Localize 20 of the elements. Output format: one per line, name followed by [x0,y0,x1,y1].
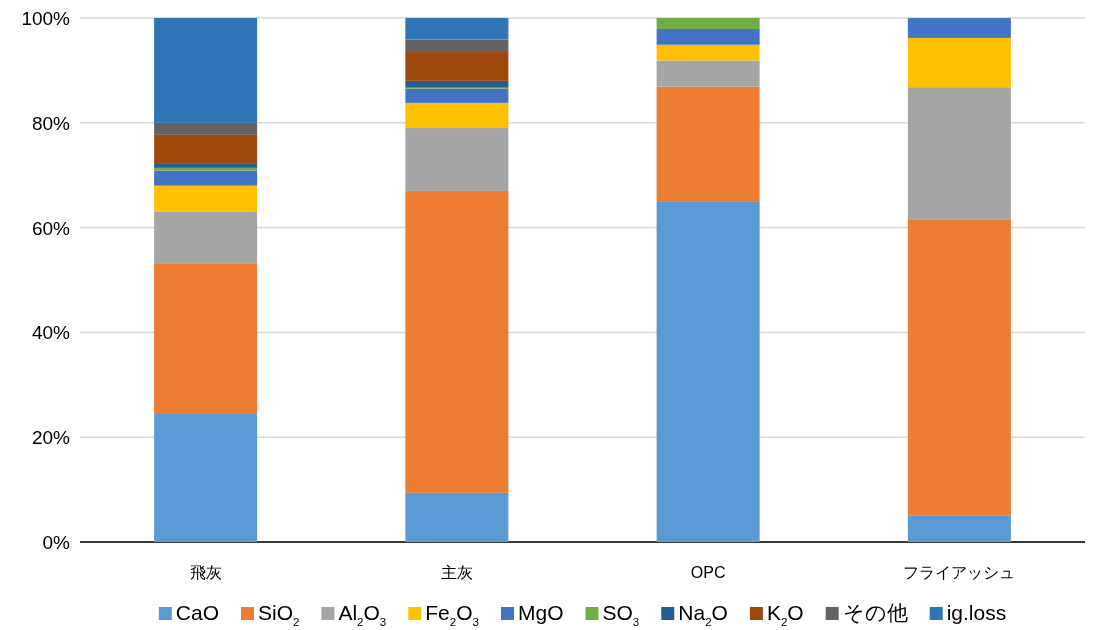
legend-label: CaO [175,601,219,624]
x-tick-label: 飛灰 [189,564,222,581]
legend-label: MgO [517,601,564,624]
y-tick-label: 0% [42,532,71,553]
legend-label: ig.loss [946,601,1007,624]
legend-label: その他 [842,601,908,624]
x-tick-label: フライアッシュ [903,564,1016,581]
y-tick-label: 80% [31,112,71,134]
legend-label: Na$_{2}$O [678,601,728,628]
legend-label: SO$_{3}$ [602,601,640,628]
x-tick-label: OPC [690,564,726,581]
x-tick-label: 主灰 [440,564,473,581]
y-tick-label: 60% [31,217,71,239]
legend-label: Al$_{2}$O$_{3}$ [338,601,387,628]
y-tick-label: 100% [21,8,71,29]
legend-label: K$_{2}$O [766,601,804,628]
legend-label: SiO$_{2}$ [257,601,300,628]
y-tick-label: 20% [31,427,71,449]
legend-label: Fe$_{2}$O$_{3}$ [425,601,479,628]
y-tick-label: 40% [31,322,71,344]
